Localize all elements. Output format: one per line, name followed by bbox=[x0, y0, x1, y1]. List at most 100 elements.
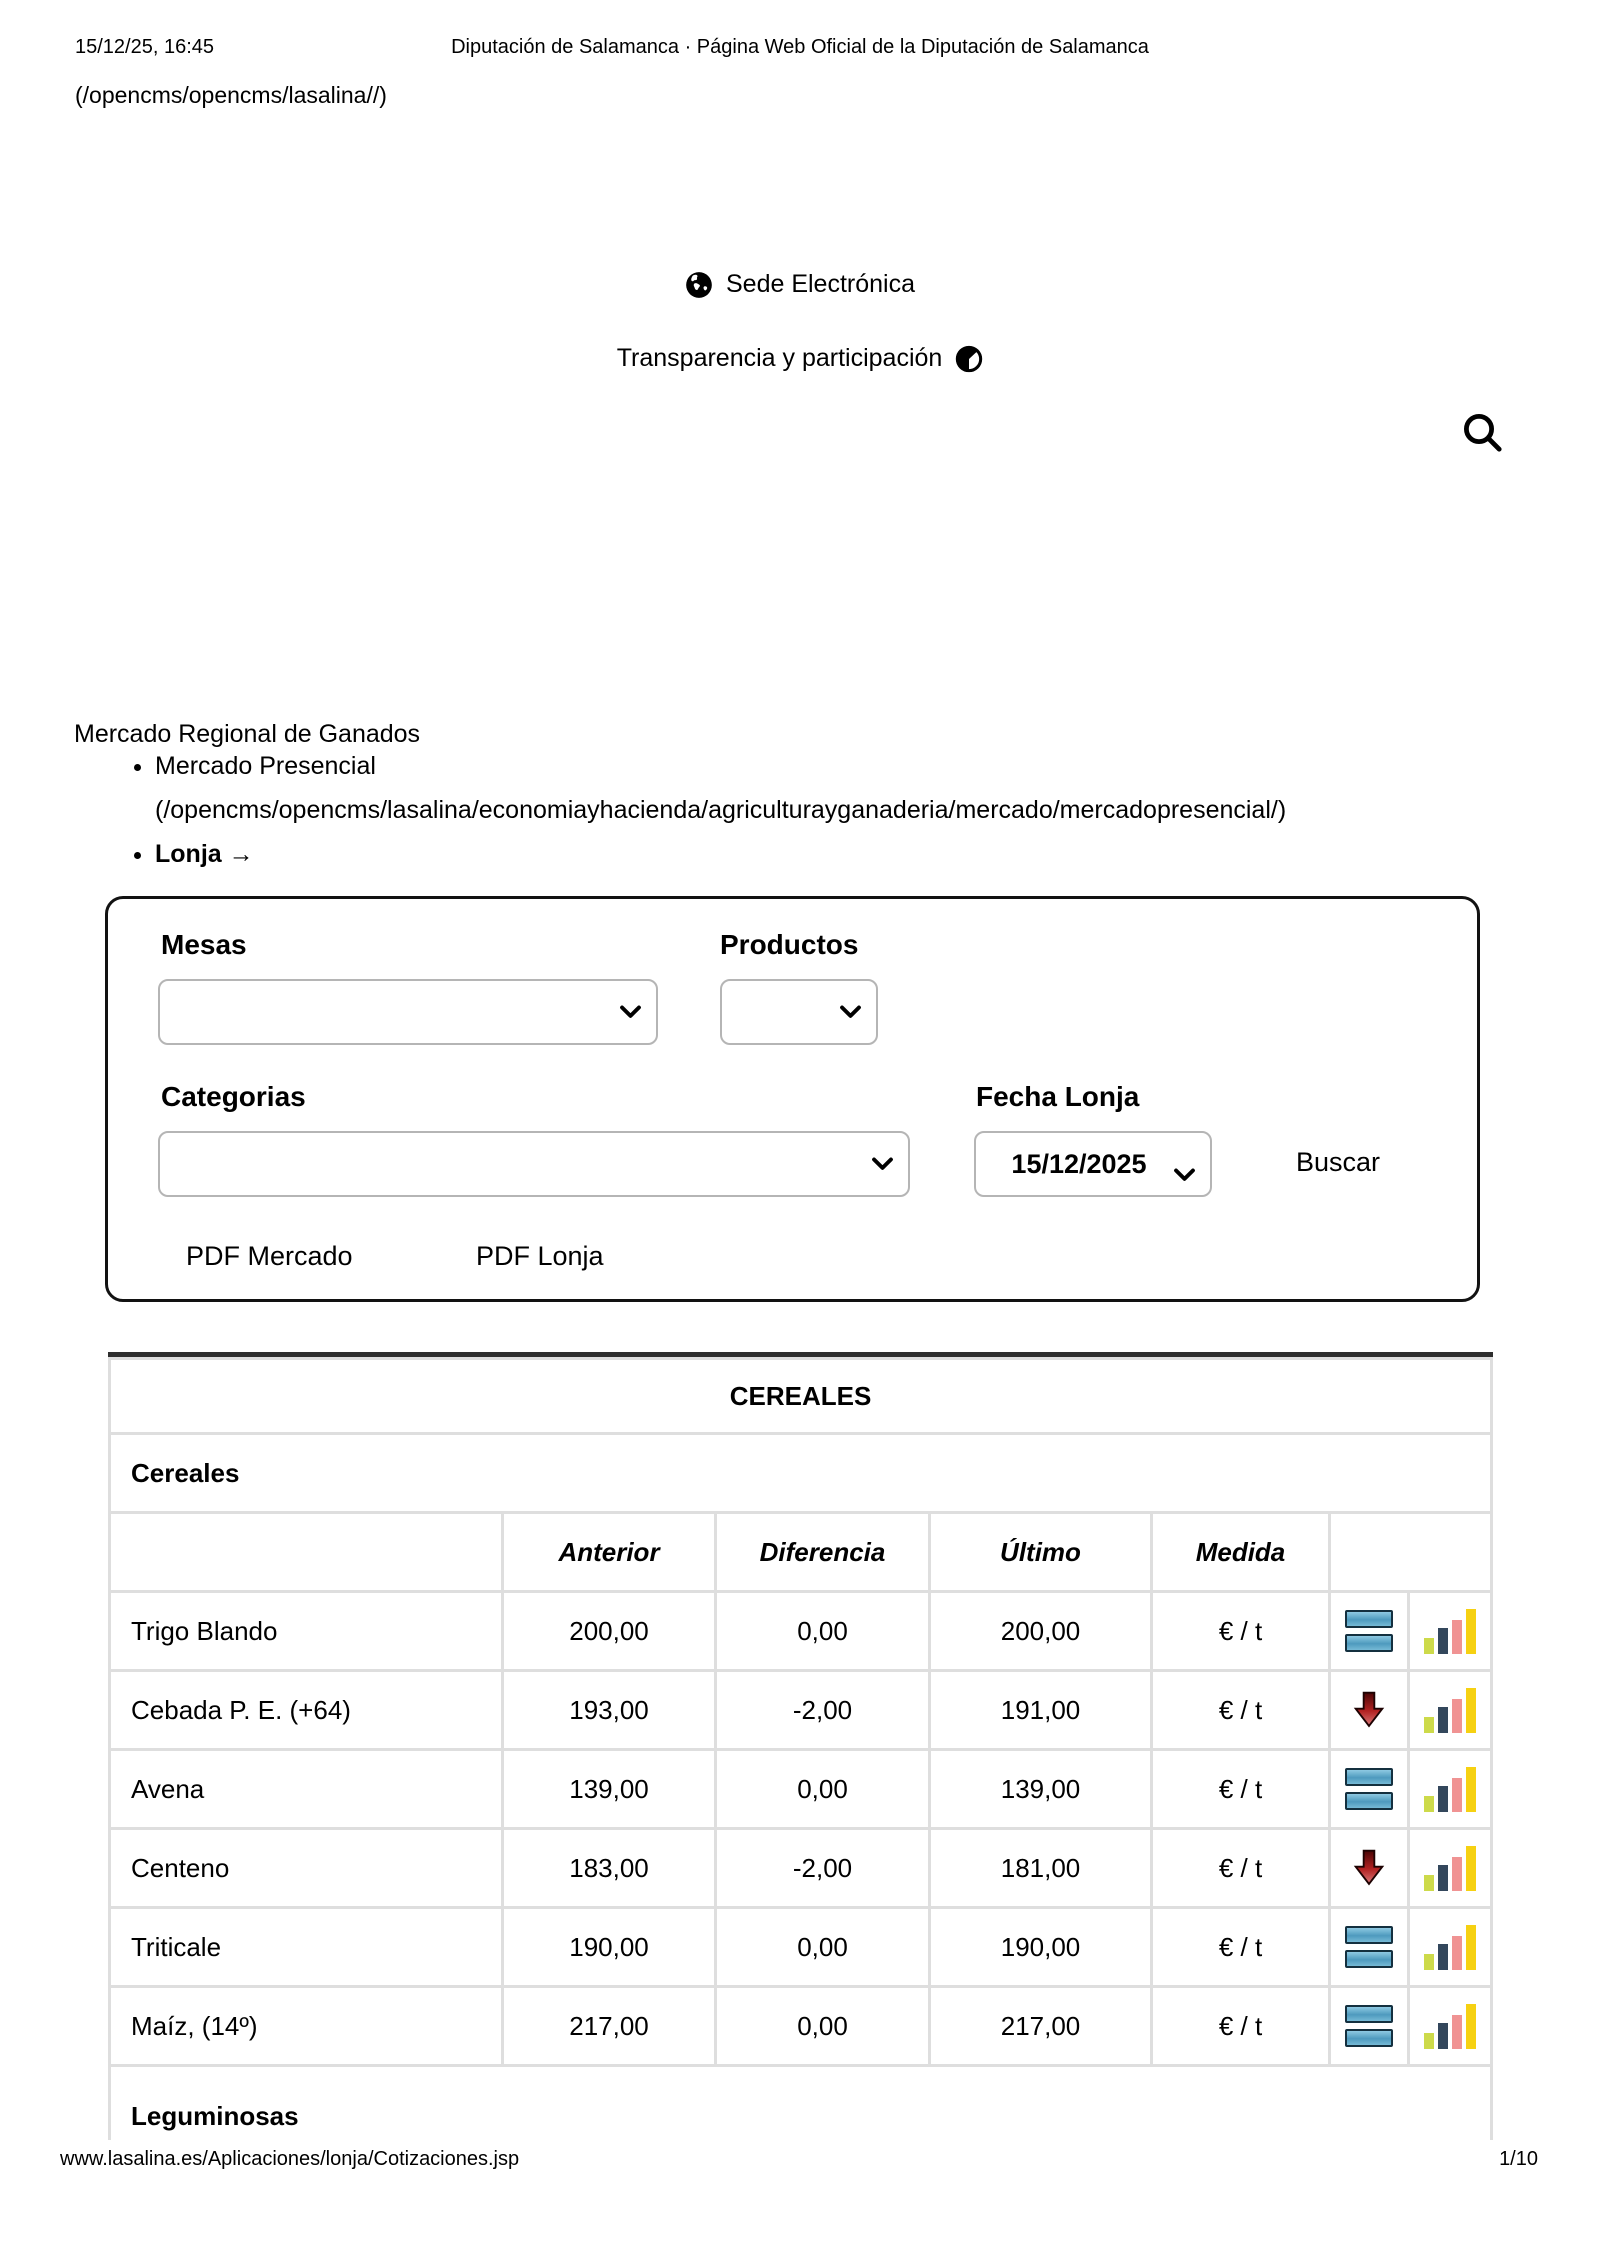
ultimo-value: 139,00 bbox=[931, 1751, 1150, 1827]
diferencia-value: 0,00 bbox=[717, 1988, 928, 2064]
footer-url: www.lasalina.es/Aplicaciones/lonja/Cotiz… bbox=[60, 2148, 520, 2170]
pdf-lonja-link[interactable]: PDF Lonja bbox=[476, 1241, 604, 1271]
anterior-value: 190,00 bbox=[504, 1909, 714, 1985]
sede-electronica-label: Sede Electrónica bbox=[725, 270, 915, 298]
chevron-down-icon bbox=[840, 1005, 861, 1019]
price-row: Triticale 190,00 0,00 190,00 € / t bbox=[111, 1909, 1491, 1985]
categorias-select[interactable] bbox=[158, 1131, 910, 1197]
cereales-price-table: CEREALES Cereales Anterior Diferencia Úl… bbox=[108, 1352, 1493, 2140]
chart-cell[interactable] bbox=[1410, 1593, 1491, 1669]
footer-page-indicator: 1/10 bbox=[1499, 2148, 1538, 2170]
chart-cell[interactable] bbox=[1410, 1909, 1491, 1985]
table-title: CEREALES bbox=[111, 1360, 1491, 1432]
chevron-down-icon bbox=[620, 1005, 641, 1019]
trend-cell bbox=[1331, 1751, 1407, 1827]
table-header-row: Anterior Diferencia Último Medida bbox=[111, 1514, 1491, 1590]
sede-electronica-row: Sede Electrónica bbox=[0, 270, 1600, 299]
search-icon bbox=[1458, 413, 1506, 459]
productos-select[interactable] bbox=[720, 979, 878, 1045]
sede-electronica-link[interactable]: Sede Electrónica bbox=[685, 270, 915, 299]
mini-bar-chart-icon[interactable] bbox=[1424, 1608, 1476, 1654]
fecha-selected-value: 15/12/2025 bbox=[1011, 1148, 1147, 1179]
mesas-label: Mesas bbox=[161, 929, 247, 960]
mercado-presencial-link[interactable]: Mercado Presencial (/opencms/opencms/las… bbox=[155, 752, 1286, 832]
trend-down-icon bbox=[1353, 1690, 1385, 1730]
site-root-link[interactable]: (/opencms/opencms/lasalina//) bbox=[75, 82, 387, 108]
column-header-empty bbox=[111, 1514, 501, 1590]
globe-americas-icon bbox=[685, 271, 713, 299]
ultimo-value: 200,00 bbox=[931, 1593, 1150, 1669]
transparencia-link[interactable]: Transparencia y participación bbox=[617, 344, 984, 373]
product-name: Maíz, (14º) bbox=[111, 1988, 501, 2064]
medida-value: € / t bbox=[1153, 1751, 1328, 1827]
categorias-label: Categorias bbox=[161, 1081, 306, 1112]
print-doc-title: Diputación de Salamanca · Página Web Ofi… bbox=[451, 36, 1149, 58]
fecha-lonja-label: Fecha Lonja bbox=[976, 1081, 1140, 1112]
mini-bar-chart-icon[interactable] bbox=[1424, 1845, 1476, 1891]
anterior-value: 139,00 bbox=[504, 1751, 714, 1827]
product-name: Triticale bbox=[111, 1909, 501, 1985]
chevron-down-icon bbox=[872, 1157, 893, 1171]
group-row-cereales: Cereales bbox=[111, 1435, 1491, 1511]
column-header-medida: Medida bbox=[1153, 1514, 1328, 1590]
trend-equal-icon bbox=[1345, 1768, 1393, 1810]
mini-bar-chart-icon[interactable] bbox=[1424, 2003, 1476, 2049]
lonja-link[interactable]: Lonja → bbox=[155, 840, 254, 868]
chart-cell[interactable] bbox=[1410, 1988, 1491, 2064]
price-row: Cebada P. E. (+64) 193,00 -2,00 191,00 € / t bbox=[111, 1672, 1491, 1748]
medida-value: € / t bbox=[1153, 1909, 1328, 1985]
product-name: Avena bbox=[111, 1751, 501, 1827]
transparencia-row: Transparencia y participación bbox=[0, 344, 1600, 373]
nav-item-mercado-presencial: Mercado Presencial (/opencms/opencms/las… bbox=[155, 744, 1286, 832]
medida-value: € / t bbox=[1153, 1830, 1328, 1906]
mini-bar-chart-icon[interactable] bbox=[1424, 1766, 1476, 1812]
product-name: Cebada P. E. (+64) bbox=[111, 1672, 501, 1748]
trend-cell bbox=[1331, 1988, 1407, 2064]
diferencia-value: 0,00 bbox=[717, 1751, 928, 1827]
trend-down-icon bbox=[1353, 1848, 1385, 1888]
trend-cell bbox=[1331, 1672, 1407, 1748]
column-header-anterior: Anterior bbox=[504, 1514, 714, 1590]
adjust-half-circle-icon bbox=[955, 345, 983, 373]
chart-cell[interactable] bbox=[1410, 1830, 1491, 1906]
group-label: Leguminosas bbox=[111, 2067, 1491, 2140]
diferencia-value: 0,00 bbox=[717, 1909, 928, 1985]
price-row: Maíz, (14º) 217,00 0,00 217,00 € / t bbox=[111, 1988, 1491, 2064]
trend-equal-icon bbox=[1345, 2005, 1393, 2047]
market-nav-list: Mercado Presencial (/opencms/opencms/las… bbox=[75, 744, 1286, 876]
column-header-diferencia: Diferencia bbox=[717, 1514, 928, 1590]
anterior-value: 193,00 bbox=[504, 1672, 714, 1748]
print-datetime: 15/12/25, 16:45 bbox=[75, 36, 215, 58]
column-header-ultimo: Último bbox=[931, 1514, 1150, 1590]
mini-bar-chart-icon[interactable] bbox=[1424, 1924, 1476, 1970]
buscar-button[interactable]: Buscar bbox=[1296, 1147, 1381, 1177]
diferencia-value: 0,00 bbox=[717, 1593, 928, 1669]
product-name: Centeno bbox=[111, 1830, 501, 1906]
fecha-lonja-select[interactable]: 15/12/2025 bbox=[974, 1131, 1212, 1197]
nav-item-lonja: Lonja → bbox=[155, 832, 1286, 876]
chevron-down-icon bbox=[1174, 1158, 1195, 1181]
mercado-presencial-label: Mercado Presencial bbox=[155, 752, 376, 780]
trend-cell bbox=[1331, 1593, 1407, 1669]
price-row: Centeno 183,00 -2,00 181,00 € / t bbox=[111, 1830, 1491, 1906]
chart-cell[interactable] bbox=[1410, 1751, 1491, 1827]
anterior-value: 200,00 bbox=[504, 1593, 714, 1669]
group-label: Cereales bbox=[111, 1435, 1491, 1511]
anterior-value: 183,00 bbox=[504, 1830, 714, 1906]
pdf-mercado-link[interactable]: PDF Mercado bbox=[186, 1241, 353, 1271]
chart-cell[interactable] bbox=[1410, 1672, 1491, 1748]
price-row: Avena 139,00 0,00 139,00 € / t bbox=[111, 1751, 1491, 1827]
trend-cell bbox=[1331, 1909, 1407, 1985]
anterior-value: 217,00 bbox=[504, 1988, 714, 2064]
table-rows-host: CEREALES Cereales Anterior Diferencia Úl… bbox=[111, 1360, 1491, 2140]
mini-bar-chart-icon[interactable] bbox=[1424, 1687, 1476, 1733]
trend-cell bbox=[1331, 1830, 1407, 1906]
transparencia-label: Transparencia y participación bbox=[616, 344, 943, 372]
trend-equal-icon bbox=[1345, 1610, 1393, 1652]
group-row-leguminosas: Leguminosas bbox=[111, 2067, 1491, 2140]
search-button[interactable] bbox=[1458, 408, 1506, 456]
diferencia-value: -2,00 bbox=[717, 1672, 928, 1748]
trend-equal-icon bbox=[1345, 1926, 1393, 1968]
table-title-row: CEREALES bbox=[111, 1360, 1491, 1432]
mesas-select[interactable] bbox=[158, 979, 658, 1045]
